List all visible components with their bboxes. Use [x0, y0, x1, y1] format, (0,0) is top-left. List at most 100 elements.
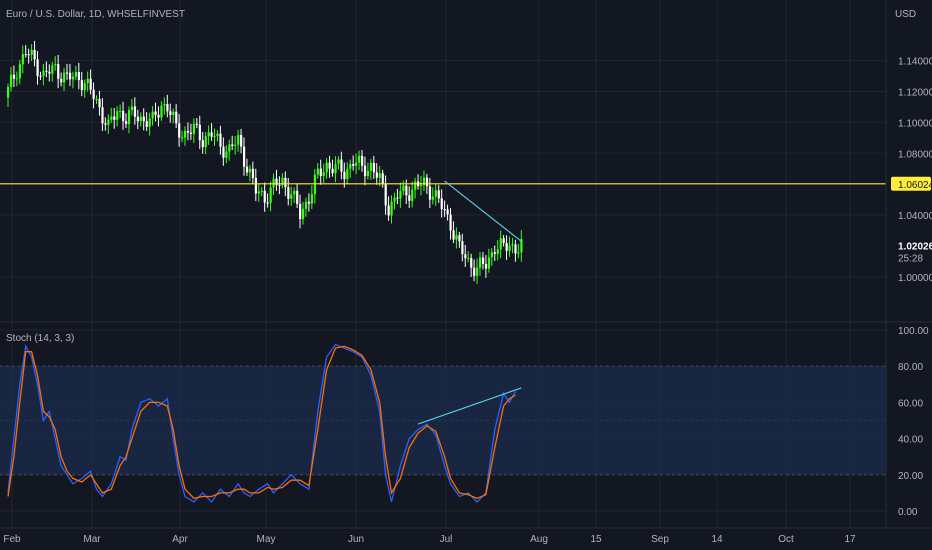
candle-body: [130, 106, 134, 111]
candle-body: [467, 258, 470, 260]
candle-body: [89, 78, 92, 90]
candle-body: [248, 168, 252, 173]
candle-body: [481, 257, 485, 265]
candle-body: [166, 104, 169, 112]
candle-body: [42, 70, 45, 76]
candle-body: [378, 173, 381, 178]
candle-body: [181, 137, 184, 139]
candle-body: [352, 163, 355, 166]
candle-body: [216, 133, 219, 137]
bar-countdown-label: 25:28: [898, 254, 923, 265]
candle-body: [27, 54, 30, 56]
stoch-axis[interactable]: 100.00 80.00 60.00 40.00 20.00 0.00: [898, 326, 929, 518]
candle-body: [95, 99, 98, 101]
candle-body: [142, 116, 145, 122]
candle-body: [48, 71, 51, 74]
candle-body: [269, 187, 272, 203]
candle-body: [476, 267, 479, 276]
candle-body: [189, 132, 193, 134]
candle-body: [384, 183, 387, 206]
candle-body: [361, 155, 364, 166]
time-axis[interactable]: Feb Mar Apr May Jun Jul Aug 15 Sep 14 Oct 17: [3, 534, 856, 545]
stoch-tick-label: 100.00: [898, 326, 929, 337]
candle-body: [275, 178, 278, 185]
candle-body: [266, 202, 269, 204]
candle-body: [479, 257, 482, 268]
candle-body: [12, 74, 16, 79]
candle-body: [511, 244, 514, 246]
candle-body: [7, 86, 10, 98]
candle-body: [257, 191, 260, 194]
candle-body: [210, 132, 213, 137]
price-axis[interactable]: 1.14000 1.12000 1.10000 1.08000 1.04000 1.000…: [898, 57, 932, 284]
candle-body: [420, 185, 423, 187]
candle-body: [125, 121, 128, 124]
candle-body: [254, 177, 257, 194]
time-tick-label: Feb: [3, 534, 21, 545]
candle-body: [346, 168, 349, 180]
candle-body: [243, 146, 246, 167]
candle-body: [151, 111, 154, 119]
candle-body: [390, 201, 393, 216]
candle-body: [464, 254, 467, 259]
candle-body: [222, 146, 225, 158]
time-tick-label: May: [257, 534, 276, 545]
candle-body: [83, 83, 86, 91]
candle-body: [302, 208, 305, 220]
time-tick-label: Mar: [83, 534, 101, 545]
candle-body: [154, 111, 157, 115]
candle-body: [68, 72, 72, 80]
candle-body: [293, 190, 296, 195]
candle-body: [57, 64, 60, 79]
candle-body: [204, 136, 207, 148]
candle-body: [514, 244, 517, 254]
candle-body: [169, 111, 172, 116]
candle-body: [334, 163, 337, 174]
chart-title[interactable]: Euro / U.S. Dollar, 1D, WHSELFINVEST: [6, 9, 185, 20]
candle-body: [455, 235, 458, 240]
candle-body: [505, 243, 508, 251]
candle-body: [145, 121, 148, 127]
candle-body: [160, 105, 163, 118]
candle-body: [113, 116, 116, 120]
candle-body: [443, 209, 446, 211]
stoch-lines: [7, 343, 522, 503]
candle-body: [313, 174, 316, 195]
candle-body: [116, 111, 119, 120]
price-tick-label: 1.12000: [898, 88, 932, 99]
candle-body: [502, 238, 505, 244]
candle-body: [228, 144, 231, 152]
price-trendline: [444, 180, 522, 242]
candle-body: [139, 116, 142, 122]
level-price-badge: [891, 176, 931, 191]
candle-body: [349, 163, 352, 169]
candle-body: [396, 197, 399, 199]
candle-body: [337, 159, 340, 164]
candle-body: [54, 64, 57, 66]
candle-body: [440, 198, 443, 210]
candle-body: [133, 106, 137, 117]
candle-body: [234, 144, 237, 146]
candle-body: [251, 168, 255, 178]
candle-body: [484, 264, 488, 269]
candle-body: [322, 172, 325, 177]
candle-body: [496, 249, 499, 254]
candle-body: [36, 59, 39, 76]
stoch-trendline: [417, 387, 522, 425]
candle-body: [405, 185, 408, 196]
candle-body: [86, 78, 89, 84]
candle-body: [358, 155, 361, 163]
candle-body: [428, 186, 432, 200]
time-tick-label: Sep: [651, 534, 669, 545]
candle-body: [195, 123, 198, 125]
candle-body: [110, 116, 113, 120]
candle-body: [372, 162, 375, 173]
candle-body: [470, 258, 473, 268]
candle-body: [80, 80, 83, 91]
candle-body: [304, 201, 308, 209]
candle-body: [178, 123, 181, 138]
candles: [0, 40, 886, 284]
candle-body: [343, 171, 346, 180]
stoch-title[interactable]: Stoch (14, 3, 3): [6, 333, 74, 344]
